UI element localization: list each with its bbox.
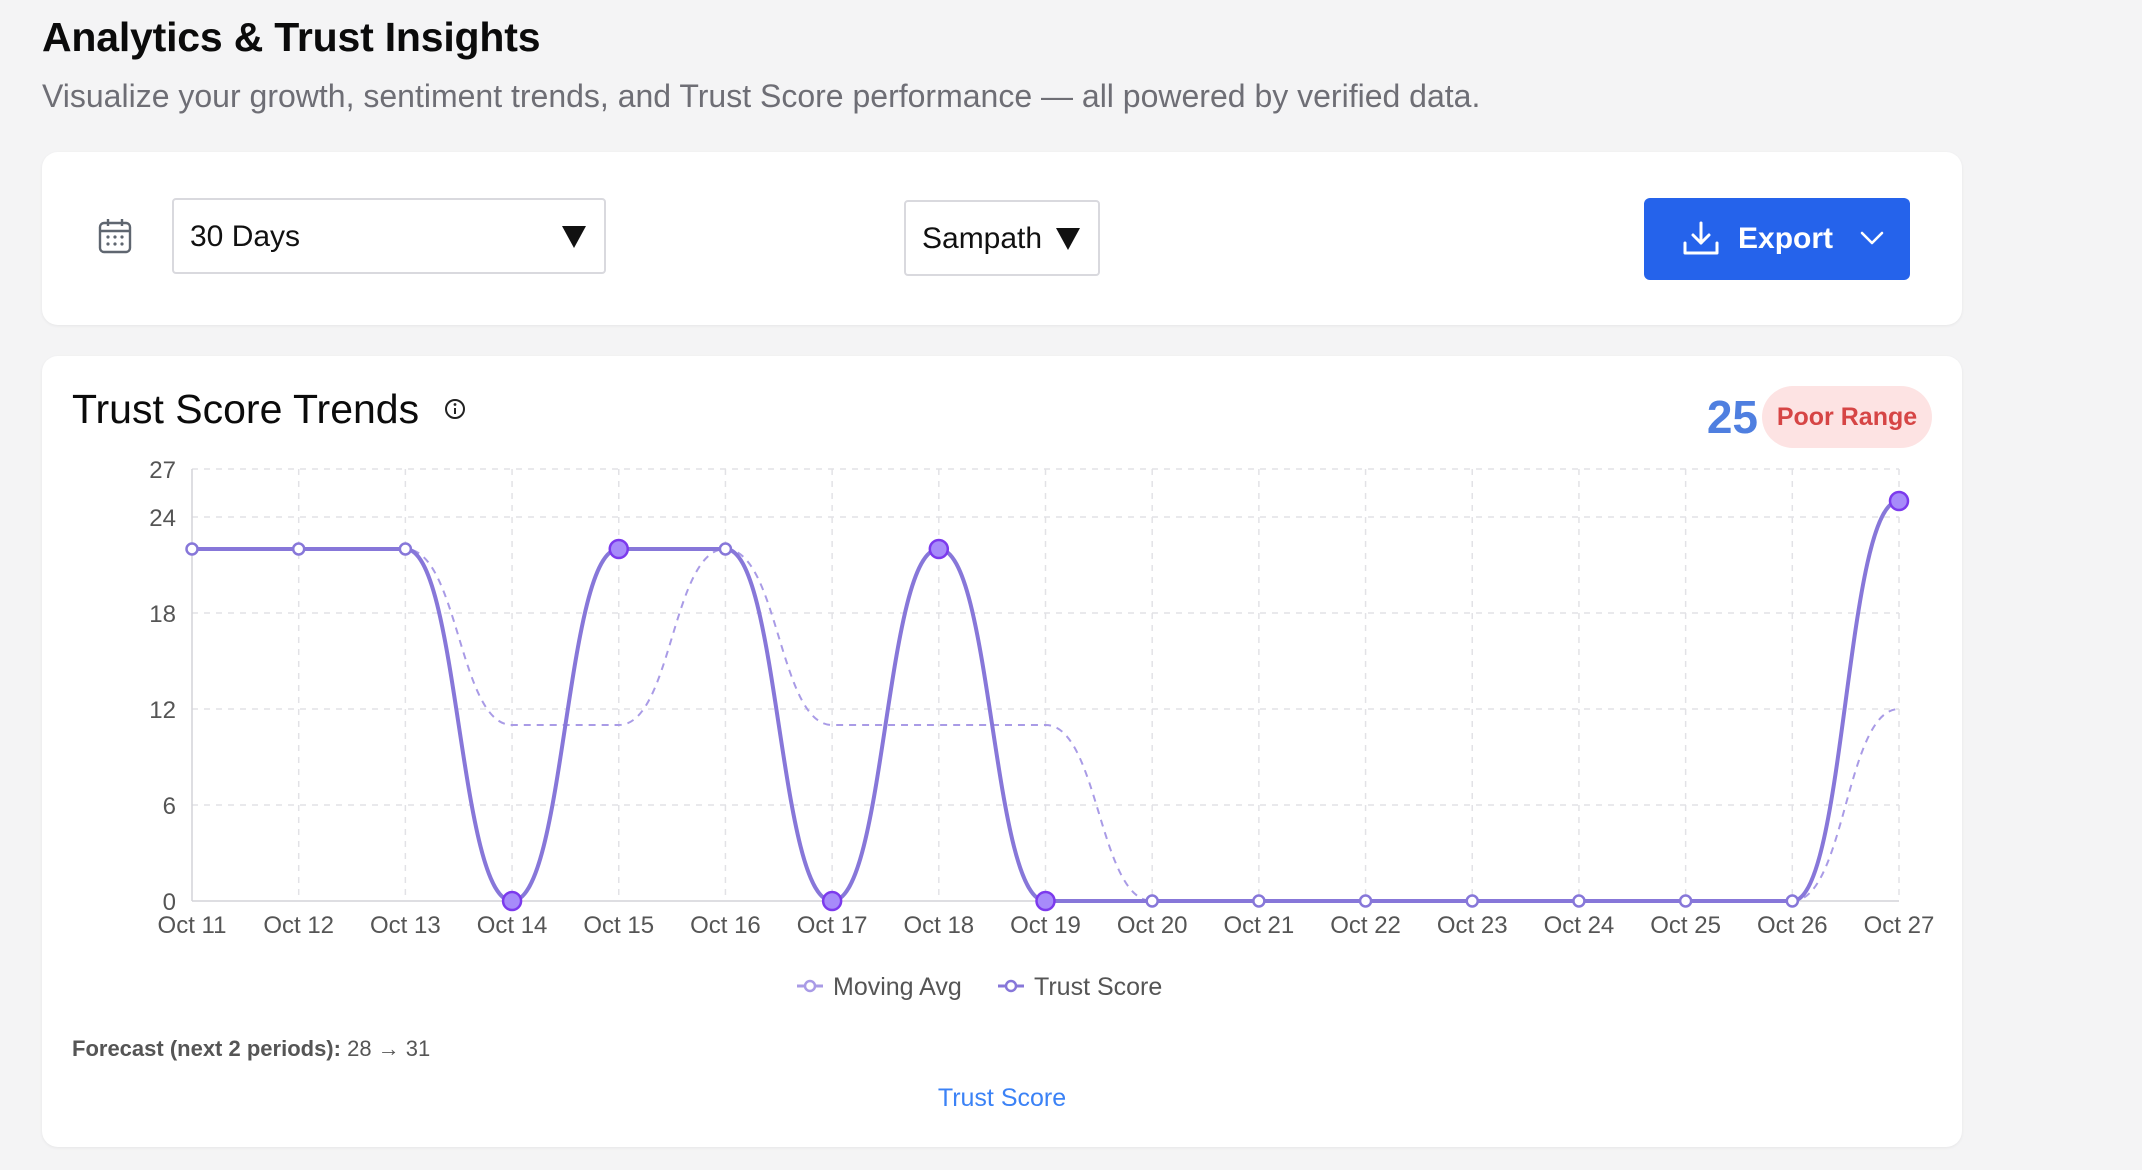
data-point: [1252, 894, 1266, 908]
user-select[interactable]: Sampath: [904, 200, 1100, 276]
forecast-label: Forecast (next 2 periods):: [72, 1036, 341, 1061]
data-point: [398, 542, 413, 556]
x-tick-label: Oct 22: [1330, 912, 1401, 939]
data-point: [1785, 894, 1800, 908]
y-tick-label: 12: [149, 697, 176, 724]
export-label: Export: [1738, 222, 1834, 255]
data-point: [608, 538, 629, 560]
x-tick-label: Oct 20: [1117, 912, 1188, 939]
info-icon[interactable]: [444, 398, 466, 420]
data-point: [1035, 890, 1056, 912]
legend-label: Moving Avg: [833, 973, 962, 1001]
filter-bar: 30 Days Sampath Export: [42, 152, 1962, 325]
series-line-trust-score: [192, 499, 1900, 904]
y-tick-label: 0: [163, 889, 176, 916]
x-tick-label: Oct 27: [1864, 912, 1935, 939]
x-tick-label: Oct 26: [1757, 912, 1828, 939]
forecast-text: Forecast (next 2 periods): 28 → 31: [72, 1036, 430, 1062]
legend-label: Trust Score: [1034, 973, 1162, 1001]
dropdown-arrow-icon: [562, 226, 586, 248]
data-point: [1145, 894, 1159, 908]
x-tick-label: Oct 24: [1544, 912, 1615, 939]
x-tick-label: Oct 17: [797, 912, 868, 939]
x-tick-label: Oct 12: [263, 912, 334, 939]
legend-swatch-marker: [1004, 979, 1018, 993]
status-badge: Poor Range: [1762, 386, 1932, 448]
current-score: 25: [1706, 391, 1758, 443]
trust-score-card: Trust Score Trends 25 Poor Range 0 6 12 18 2…: [42, 356, 1962, 1147]
page-subtitle: Visualize your growth, sentiment trends,…: [42, 78, 1481, 114]
x-tick-label: Oct 23: [1437, 912, 1508, 939]
chevron-down-icon: [1860, 231, 1884, 245]
chart-title: Trust Score Trends: [72, 386, 420, 432]
x-tick-label: Oct 15: [583, 912, 654, 939]
calendar-icon: [98, 219, 132, 254]
date-range-value: 30 Days: [190, 220, 301, 253]
data-point: [1678, 894, 1693, 908]
data-point: [928, 538, 950, 560]
export-button[interactable]: Export: [1644, 198, 1910, 280]
data-point: [718, 542, 733, 556]
y-tick-label: 24: [149, 505, 176, 532]
x-tick-label: Oct 13: [370, 912, 441, 939]
forecast-value: 28 → 31: [347, 1036, 431, 1061]
chart-footer-label: Trust Score: [937, 1084, 1067, 1112]
dropdown-arrow-icon: [1056, 228, 1080, 250]
x-tick-label: Oct 16: [690, 912, 761, 939]
data-point: [1465, 894, 1479, 908]
x-tick-label: Oct 19: [1010, 912, 1081, 939]
legend-swatch-marker: [803, 979, 817, 993]
data-point: [1358, 894, 1373, 908]
x-tick-label: Oct 21: [1224, 912, 1295, 939]
x-tick-label: Oct 14: [477, 912, 548, 939]
y-tick-label: 27: [149, 457, 176, 484]
page-title: Analytics & Trust Insights: [42, 14, 541, 60]
x-tick-label: Oct 11: [158, 912, 227, 939]
trust-score-chart: 0 6 12 18 24 27 Oct 11 Oct 12 Oct 13 Oct 14 Oct 15…: [149, 457, 1935, 1001]
x-tick-label: Oct 18: [903, 912, 974, 939]
date-range-select[interactable]: 30 Days: [172, 198, 606, 274]
data-point: [501, 890, 523, 912]
y-tick-label: 6: [163, 793, 176, 820]
x-tick-label: Oct 25: [1650, 912, 1721, 939]
data-point: [821, 890, 843, 912]
data-point: [291, 542, 306, 556]
data-point: [185, 542, 199, 556]
data-point: [1572, 894, 1586, 908]
data-point: [1888, 490, 1910, 512]
user-select-value: Sampath: [922, 222, 1043, 255]
y-tick-label: 18: [149, 601, 176, 628]
download-icon: [1683, 221, 1719, 255]
